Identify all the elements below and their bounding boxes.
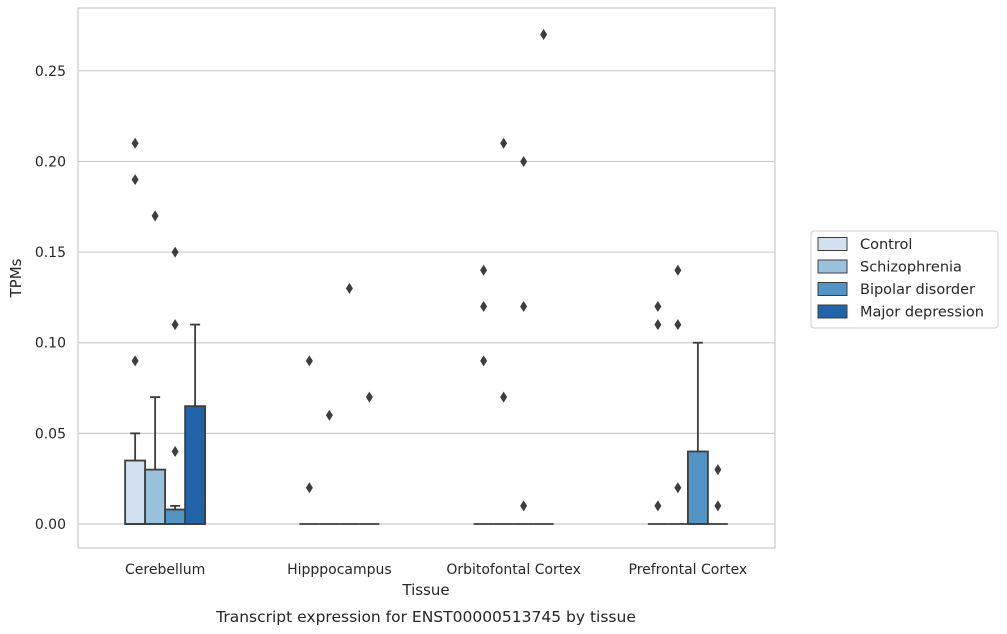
outlier-point — [654, 500, 662, 512]
y-tick-label: 0.05 — [35, 426, 66, 442]
outlier-point — [171, 445, 179, 457]
outlier-point — [480, 355, 488, 367]
box-bipolar-disorder-1 — [339, 282, 360, 525]
box-schizophrenia-2 — [493, 137, 514, 525]
outlier-point — [131, 355, 139, 367]
x-tick-label: Hipppocampus — [287, 562, 392, 578]
y-tick-label: 0.00 — [35, 517, 66, 533]
x-tick-label: Prefrontal Cortex — [629, 562, 748, 578]
box-schizophrenia-0 — [144, 210, 167, 525]
box — [184, 405, 207, 525]
outlier-point — [674, 319, 682, 331]
outlier-point — [151, 210, 159, 222]
outlier-point — [674, 264, 682, 276]
box-major-depression-1 — [359, 391, 380, 525]
outlier-point — [131, 137, 139, 149]
box-control-3 — [647, 300, 668, 525]
box — [164, 508, 187, 525]
outlier-point — [500, 137, 508, 149]
legend-swatch — [817, 282, 848, 296]
outlier-point — [654, 319, 662, 331]
plot-frame — [77, 7, 776, 549]
y-tick-label: 0.20 — [35, 154, 66, 170]
outlier-point — [305, 482, 313, 494]
legend-items: Control Schizophrenia Bipolar disorder Majo… — [817, 237, 984, 321]
box-control-0 — [124, 137, 147, 525]
legend: Control Schizophrenia Bipolar disorder Majo… — [810, 230, 999, 329]
y-tick-label: 0.25 — [35, 64, 66, 80]
gridlines — [78, 70, 775, 525]
outlier-point — [714, 500, 722, 512]
box — [124, 459, 147, 525]
outlier-point — [171, 319, 179, 331]
box-major-depression-3 — [707, 464, 728, 525]
outlier-point — [654, 300, 662, 312]
outlier-point — [305, 355, 313, 367]
box-control-2 — [473, 264, 494, 525]
legend-label: Bipolar disorder — [860, 282, 975, 298]
legend-label: Major depression — [860, 305, 984, 321]
y-axis-ticks: 0.00 0.05 0.10 0.15 0.20 0.25 — [35, 64, 66, 533]
legend-swatch — [817, 259, 848, 274]
legend-swatch — [817, 304, 848, 319]
y-axis-label: TPMs — [7, 258, 25, 298]
outlier-point — [365, 391, 373, 403]
outlier-point — [325, 409, 333, 421]
box-major-depression-0 — [184, 323, 207, 525]
box — [144, 468, 167, 525]
x-axis-label: Tissue — [401, 581, 449, 599]
legend-label: Schizophrenia — [860, 260, 962, 276]
outlier-point — [345, 282, 353, 294]
outlier-point — [540, 29, 548, 41]
box-bipolar-disorder-2 — [513, 155, 534, 525]
outlier-point — [714, 464, 722, 476]
outlier-point — [500, 391, 508, 403]
box-bipolar-disorder-0 — [164, 246, 187, 525]
figure-caption: Transcript expression for ENST0000051374… — [215, 608, 636, 626]
box-control-1 — [299, 355, 320, 525]
box-major-depression-2 — [533, 29, 554, 525]
outlier-point — [480, 264, 488, 276]
legend-label: Control — [860, 237, 912, 253]
outlier-point — [171, 246, 179, 258]
y-tick-label: 0.15 — [35, 245, 66, 261]
box-schizophrenia-3 — [667, 264, 688, 525]
x-tick-label: Cerebellum — [125, 562, 205, 578]
outlier-point — [520, 300, 528, 312]
outlier-point — [520, 155, 528, 167]
box — [686, 450, 709, 525]
outlier-point — [131, 174, 139, 186]
legend-frame — [810, 230, 999, 329]
x-axis-ticks: Cerebellum Hipppocampus Orbitofontal Corte… — [125, 562, 747, 578]
outlier-point — [480, 300, 488, 312]
x-tick-label: Orbitofontal Cortex — [446, 562, 581, 578]
box-bipolar-disorder-3 — [686, 341, 709, 525]
outlier-point — [520, 500, 528, 512]
y-tick-label: 0.10 — [35, 336, 66, 352]
legend-swatch — [817, 237, 848, 251]
outlier-point — [674, 482, 682, 494]
box-groups — [124, 29, 728, 525]
box-schizophrenia-1 — [319, 409, 340, 525]
